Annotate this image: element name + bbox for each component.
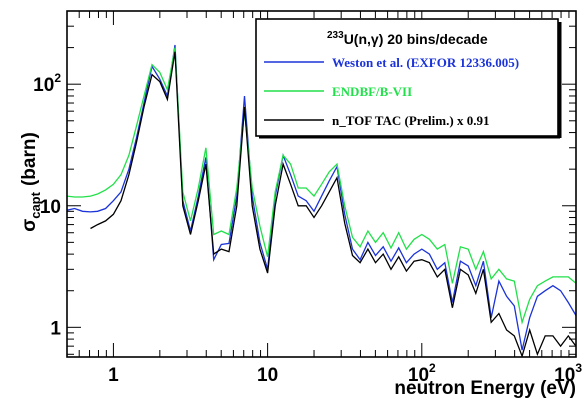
legend-label-ntof: n_TOF TAC (Prelim.) x 0.91 [332, 113, 489, 128]
x-axis-title: neutron Energy (eV) [394, 378, 576, 399]
x-tick-labels: 1 10 102 103 [108, 361, 582, 386]
x-tick-label: 102 [408, 361, 436, 386]
y-tick-label: 1 [50, 318, 61, 339]
x-tick-label: 103 [554, 361, 582, 386]
legend-title-text: U(n,γ) 20 bins/decade [344, 31, 488, 47]
x-tick-label-base: 10 [257, 365, 278, 386]
y-axis-title-symbol: σ [19, 219, 40, 232]
y-tick-label: 10 [40, 197, 61, 218]
legend-box [255, 18, 559, 137]
series-line-2 [90, 51, 576, 357]
y-tick-label-exponent: 2 [54, 71, 61, 85]
legend-title: 233U(n,γ) 20 bins/decade [327, 30, 488, 47]
x-tick-label-base: 10 [408, 365, 429, 386]
x-tick-label-base: 1 [108, 365, 119, 386]
y-tick-label-base: 10 [33, 75, 54, 96]
y-tick-label-base: 1 [50, 318, 61, 339]
x-tick-label: 1 [108, 365, 119, 386]
y-axis-title: σcapt (barn) [19, 132, 43, 232]
x-tick-label-exponent: 3 [575, 361, 582, 375]
legend: 233U(n,γ) 20 bins/decade Weston et al. (… [255, 18, 562, 139]
series-line-1 [67, 47, 576, 325]
legend-title-superscript: 233 [327, 30, 344, 41]
y-axis-title-subscript: capt [28, 191, 43, 218]
series-layer [67, 44, 576, 357]
legend-label-endf: ENDBF/B-VII [332, 84, 412, 99]
x-tick-label: 10 [257, 365, 278, 386]
y-tick-label-base: 10 [40, 197, 61, 218]
y-tick-label: 102 [33, 71, 61, 96]
plot-frame [66, 10, 577, 358]
x-tick-label-base: 10 [554, 365, 575, 386]
y-axis-title-unit: (barn) [19, 132, 40, 186]
legend-label-weston: Weston et al. (EXFOR 12336.005) [332, 55, 519, 70]
x-tick-label-exponent: 2 [429, 361, 436, 375]
